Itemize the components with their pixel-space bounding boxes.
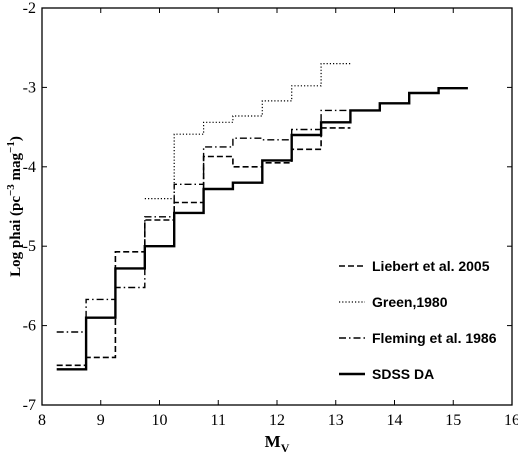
y-tick-label: -2 [23,0,36,17]
legend-label-0: Liebert et al. 2005 [372,258,490,274]
x-tick-label: 15 [445,412,461,429]
x-axis-title-subscript: V [281,441,290,455]
x-axis-title-main: M [265,432,281,451]
series-line-1 [144,63,351,200]
y-axis-title-middle: mag [8,152,24,184]
y-tick-label: -5 [23,238,36,255]
y-tick-label: -7 [23,397,36,414]
legend: Liebert et al. 2005 Green,1980 Fleming et … [332,250,504,390]
y-axis-title-main: Log phai (pc [8,196,24,277]
series-line-3 [56,87,468,371]
x-tick-label: 14 [387,412,403,429]
y-axis-title-end: ) [8,136,24,141]
y-tick-label: -3 [23,79,36,96]
ticks-layer: 8 9 10 11 12 13 14 15 16 -2 -3 -4 -5 -6 -7 [23,0,518,429]
x-tick-label: 10 [152,412,168,429]
y-tick-label: -4 [23,159,36,176]
legend-label-1: Green,1980 [372,294,448,310]
series-line-2 [56,109,351,333]
legend-background [332,250,504,390]
series-layer [56,63,468,371]
legend-label-2: Fleming et al. 1986 [372,330,497,346]
y-axis-title-superscript-2: −1 [5,141,17,153]
x-tick-label: 11 [211,412,226,429]
y-axis-title-superscript-1: −3 [5,184,17,196]
x-tick-label: 13 [328,412,344,429]
y-axis-title: Log phai (pc−3 mag−1) [5,136,24,277]
x-axis-title: MV [265,432,290,455]
y-tick-label: -6 [23,318,36,335]
x-tick-label: 12 [269,412,285,429]
x-tick-label: 9 [97,412,105,429]
x-tick-label: 8 [38,412,46,429]
x-tick-label: 16 [504,412,518,429]
legend-label-3: SDSS DA [372,366,434,382]
